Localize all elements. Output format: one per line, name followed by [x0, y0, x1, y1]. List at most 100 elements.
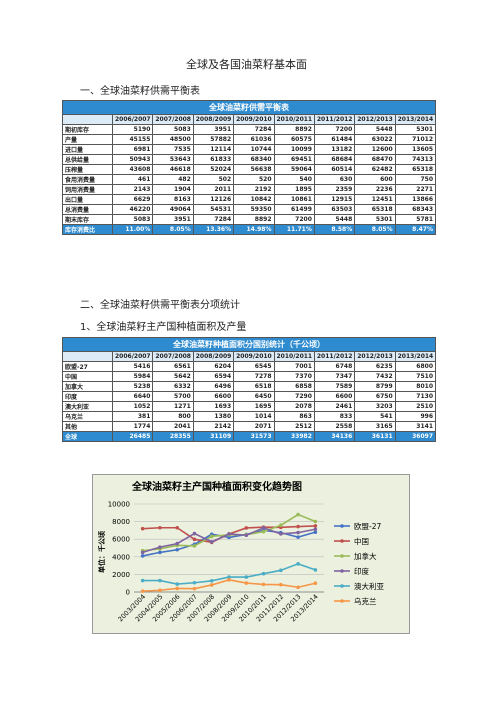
column-header: 2008/2009 — [192, 351, 235, 362]
cell: 59064 — [273, 164, 315, 175]
legend-marker — [340, 584, 344, 588]
cell: 68470 — [354, 154, 396, 165]
column-header: 2010/2011 — [273, 114, 315, 125]
data-row: 中国 5984 5642 6594 7278 7370 7347 7432 7510 — [62, 371, 437, 382]
cell: 2271 — [394, 184, 437, 195]
row-label: 加拿大 — [62, 381, 113, 392]
cell: 7200 — [273, 214, 315, 225]
cell: 53643 — [152, 154, 194, 165]
series-marker — [140, 589, 145, 593]
series-marker — [313, 568, 318, 572]
legend-marker — [340, 524, 344, 528]
series-marker — [192, 580, 197, 585]
y-tick-label: 8000 — [112, 518, 130, 526]
data-row: 库存消费比 11.00% 8.05% 13.36% 14.98% 11.71% 8.58% 8… — [62, 224, 437, 235]
corner-cell — [62, 351, 113, 362]
cell: 68343 — [394, 204, 437, 215]
data-row: 加拿大 5238 6332 6496 6518 6858 7589 8799 8010 — [62, 381, 437, 392]
cell: 2461 — [313, 401, 356, 412]
data-row: 其他 1774 2041 2142 2071 2512 2558 3165 3141 — [62, 421, 437, 432]
cell: 71012 — [394, 134, 437, 145]
legend-label: 加拿大 — [354, 551, 377, 561]
cell: 33982 — [273, 431, 315, 442]
series-marker — [279, 532, 283, 536]
cell: 5301 — [354, 214, 396, 225]
series-marker — [140, 554, 145, 558]
cell: 540 — [273, 174, 315, 185]
cell: 8.05% — [354, 224, 396, 235]
data-row: 压榨量 43608 46618 52024 56638 59064 60514 62482 65… — [62, 164, 437, 175]
cell: 2558 — [313, 421, 356, 432]
cell: 7130 — [394, 391, 437, 402]
cell: 12915 — [313, 194, 356, 205]
series-marker — [140, 578, 145, 583]
column-header: 2008/2009 — [192, 114, 235, 125]
cell: 5642 — [152, 371, 194, 382]
header-row: 2006/2007 2007/2008 2008/2009 2009/2010 2010… — [62, 351, 437, 362]
series-marker — [227, 535, 231, 540]
cell: 7278 — [233, 371, 275, 382]
column-header: 2009/2010 — [233, 351, 275, 362]
data-row: 进口量 6981 7535 12114 10744 10099 13182 12600 1360… — [62, 144, 437, 155]
cell: 12126 — [192, 194, 235, 205]
series-marker — [296, 535, 300, 539]
series-marker — [296, 585, 300, 590]
series-marker — [158, 578, 162, 583]
cell: 3203 — [354, 401, 396, 412]
cell: 5083 — [152, 124, 194, 135]
chart-frame — [92, 474, 410, 634]
cell: 2071 — [233, 421, 275, 432]
series-marker — [261, 571, 266, 576]
cell: 5301 — [394, 124, 437, 135]
cell: 863 — [273, 411, 315, 422]
cell: 6600 — [313, 391, 356, 402]
series-marker — [175, 547, 179, 552]
cell: 11.00% — [111, 224, 154, 235]
cell: 6800 — [394, 361, 437, 372]
series-marker — [158, 588, 162, 593]
cell: 461 — [111, 174, 154, 185]
legend-label: 澳大利亚 — [354, 581, 384, 591]
cell: 54531 — [192, 204, 235, 215]
legend-label: 乌克兰 — [354, 596, 377, 606]
cell: 7001 — [273, 361, 315, 372]
data-row: 期初库存 5190 5083 3951 7284 8892 7200 5448 5301 — [62, 124, 437, 135]
chart: 全球油菜籽主产国种植面积变化趋势图 单位：千公顷 0 2000 4000 6000 80… — [92, 474, 410, 634]
cell: 7284 — [192, 214, 235, 225]
cell: 1904 — [152, 184, 194, 195]
cell: 28355 — [152, 431, 194, 442]
cell: 61036 — [233, 134, 275, 145]
series-marker — [261, 529, 266, 534]
cell: 65318 — [394, 164, 437, 175]
data-row: 期末库存 5083 3951 7284 8892 7200 5448 5301 5781 — [62, 214, 437, 225]
cell: 1380 — [192, 411, 235, 422]
cell: 31109 — [192, 431, 235, 442]
title-row: 全球油菜籽供需平衡表 — [62, 100, 436, 115]
cell: 8.58% — [313, 224, 356, 235]
cell: 12600 — [354, 144, 396, 155]
cell: 2142 — [192, 421, 235, 432]
cell: 8163 — [152, 194, 194, 205]
cell: 2236 — [354, 184, 396, 195]
column-header: 2007/2008 — [152, 114, 194, 125]
cell: 74313 — [394, 154, 437, 165]
cell: 6594 — [192, 371, 235, 382]
row-label: 产量 — [62, 134, 113, 145]
column-header: 2011/2012 — [313, 114, 356, 125]
cell: 800 — [152, 411, 194, 422]
series-marker — [227, 578, 231, 582]
cell: 7284 — [233, 124, 275, 135]
cell: 1052 — [111, 401, 154, 412]
cell: 2041 — [152, 421, 194, 432]
cell: 62482 — [354, 164, 396, 175]
cell: 6545 — [233, 361, 275, 372]
series-marker — [244, 581, 249, 585]
cell: 600 — [354, 174, 396, 185]
series-marker — [244, 526, 249, 530]
series-marker — [140, 550, 145, 555]
cell: 7290 — [273, 391, 315, 402]
section-heading: 1、全球油菜籽主产国种植面积及产量 — [80, 322, 247, 333]
series-marker — [158, 525, 162, 530]
